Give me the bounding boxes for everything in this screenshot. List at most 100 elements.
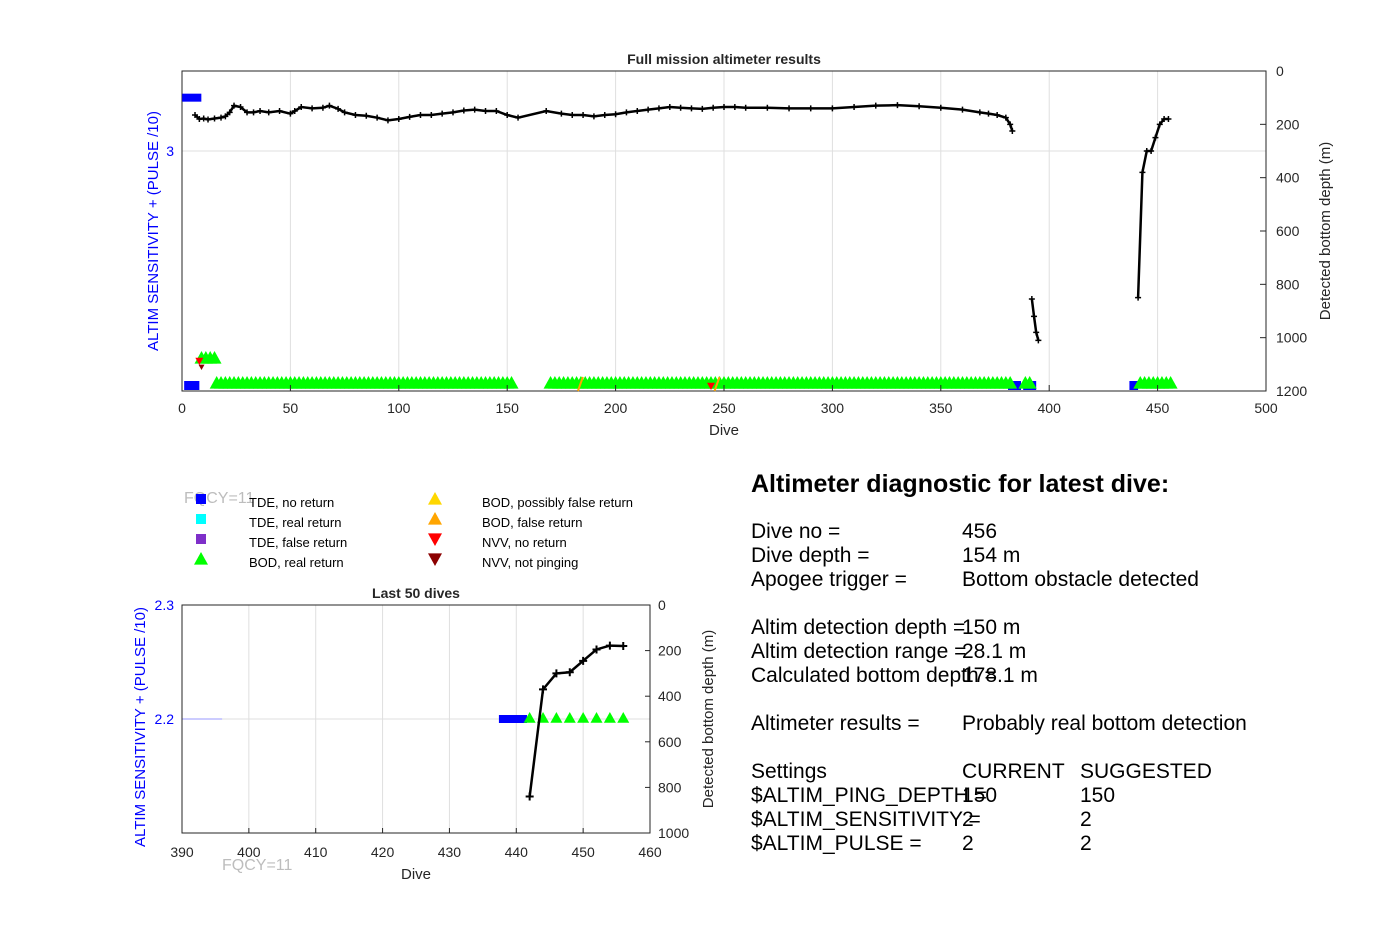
bod-real-return-mark: [207, 351, 222, 364]
bottom-depth-point: [218, 114, 225, 121]
diagnostic-title: Altimeter diagnostic for latest dive:: [751, 470, 1170, 498]
x-tick-label: 150: [496, 400, 520, 416]
legend-marker: [428, 533, 442, 546]
bottom-depth-point: [309, 105, 316, 112]
bottom-depth-point: [829, 105, 836, 112]
bottom-depth-point: [192, 112, 199, 118]
y-right-tick-label: 800: [1276, 276, 1300, 292]
bottom-depth-point: [319, 104, 326, 111]
legend-marker: [196, 514, 206, 524]
bottom-depth-point: [592, 645, 601, 654]
bottom-depth-point: [731, 104, 738, 110]
bottom-depth-point: [580, 112, 587, 118]
bottom-depth-point: [1009, 128, 1016, 134]
bottom-depth-point: [985, 110, 992, 117]
bottom-depth-point: [335, 105, 342, 112]
bottom-depth-point: [417, 112, 424, 118]
y-right-tick-label: 600: [1276, 223, 1300, 239]
nvv-no-return-mark: [195, 357, 204, 365]
bod-real-return-mark: [1003, 376, 1018, 389]
y-left-axis-label-1: ALTIM SENSITIVITY + (PULSE /10): [145, 111, 162, 351]
bod-real-return-mark: [1022, 376, 1037, 389]
bod-real-return-mark: [523, 712, 536, 723]
bottom-depth-point: [976, 109, 983, 116]
x-tick-label: 50: [283, 400, 299, 416]
bottom-depth-point: [493, 108, 500, 114]
tde-no-return-mark: [512, 715, 521, 723]
x-tick-label: 0: [178, 400, 186, 416]
bottom-depth-point: [1139, 169, 1146, 176]
bottom-depth-point: [450, 109, 456, 116]
setting-current: 2: [962, 808, 974, 831]
bottom-depth-point: [742, 104, 749, 111]
bottom-depth-point: [471, 106, 478, 113]
legend-label: BOD, possibly false return: [482, 495, 633, 510]
y-left-axis-label-2: ALTIM SENSITIVITY + (PULSE /10): [132, 607, 149, 847]
bottom-depth-point: [851, 104, 858, 110]
y-right-axis-label-2: Detected bottom depth (m): [700, 630, 717, 808]
y-left-tick-label: 2.2: [155, 711, 175, 727]
bottom-depth-point: [552, 669, 561, 678]
bod-false-return-mark: [576, 376, 584, 392]
fqcy-label-2: FQCY=11: [222, 857, 293, 874]
bottom-depth-point: [428, 112, 435, 118]
bottom-depth-point: [363, 112, 370, 119]
y-left-tick-label: 3: [166, 143, 174, 159]
x-tick-label: 410: [304, 844, 328, 860]
bottom-depth-point: [406, 113, 413, 120]
bod-real-return-mark: [577, 712, 590, 723]
bottom-depth-point: [872, 102, 879, 109]
y-right-tick-label: 200: [658, 643, 682, 659]
x-tick-label: 450: [1146, 400, 1170, 416]
bottom-depth-point: [482, 108, 489, 114]
y-right-tick-label: 0: [1276, 63, 1284, 79]
bottom-depth-point: [634, 108, 641, 114]
y-right-tick-label: 1200: [1276, 383, 1307, 399]
tde-no-return-mark: [498, 715, 507, 723]
bottom-depth-point: [504, 112, 511, 118]
y-right-tick-label: 1000: [658, 825, 689, 841]
x-tick-label: 460: [638, 844, 662, 860]
bod-real-return-mark: [1163, 376, 1178, 389]
tde-no-return-mark: [1129, 381, 1139, 390]
bottom-depth-point: [265, 109, 272, 116]
bottom-depth-point: [287, 110, 294, 117]
bottom-depth-point: [764, 104, 771, 111]
y-left-tick-label: 2.3: [155, 597, 175, 613]
bod-false-return-mark: [713, 376, 721, 392]
bottom-depth-point: [1007, 121, 1014, 128]
x-tick-label: 420: [371, 844, 395, 860]
x-tick-label: 100: [387, 400, 411, 416]
bottom-depth-line: [1030, 298, 1040, 341]
bottom-depth-point: [211, 115, 218, 122]
current-label: CURRENT: [962, 760, 1065, 783]
bottom-depth-point: [565, 668, 574, 677]
bottom-depth-point: [994, 112, 1001, 118]
bottom-depth-point: [384, 117, 391, 124]
bottom-depth-point: [807, 105, 814, 112]
legend-label: TDE, false return: [249, 535, 347, 550]
y-right-tick-label: 400: [1276, 170, 1300, 186]
detection-range-value: 28.1 m: [962, 640, 1027, 663]
y-right-tick-label: 600: [658, 734, 682, 750]
fqcy-overlay: FQCY=11: [184, 490, 255, 507]
bottom-depth-point: [605, 641, 614, 650]
setting-suggested: 2: [1080, 832, 1092, 855]
bod-real-return-mark: [504, 376, 519, 389]
bottom-depth-point: [374, 114, 381, 121]
bottom-depth-point: [558, 110, 565, 117]
x-tick-label: 450: [571, 844, 595, 860]
bod-real-return-mark: [617, 712, 630, 723]
x-tick-label: 400: [237, 844, 261, 860]
bottom-depth-point: [1152, 134, 1159, 141]
setting-name: $ALTIM_PING_DEPTH =: [751, 784, 987, 807]
bottom-depth-point: [677, 104, 684, 111]
bottom-depth-point: [326, 102, 333, 109]
apogee-value: Bottom obstacle detected: [962, 568, 1199, 591]
bottom-depth-point: [1135, 294, 1142, 301]
y-right-tick-label: 0: [658, 597, 666, 613]
bod-real-return-mark: [603, 712, 616, 723]
legend-label: BOD, real return: [249, 555, 344, 570]
bottom-depth-value: 178.1 m: [962, 664, 1038, 687]
bottom-depth-point: [276, 108, 283, 114]
